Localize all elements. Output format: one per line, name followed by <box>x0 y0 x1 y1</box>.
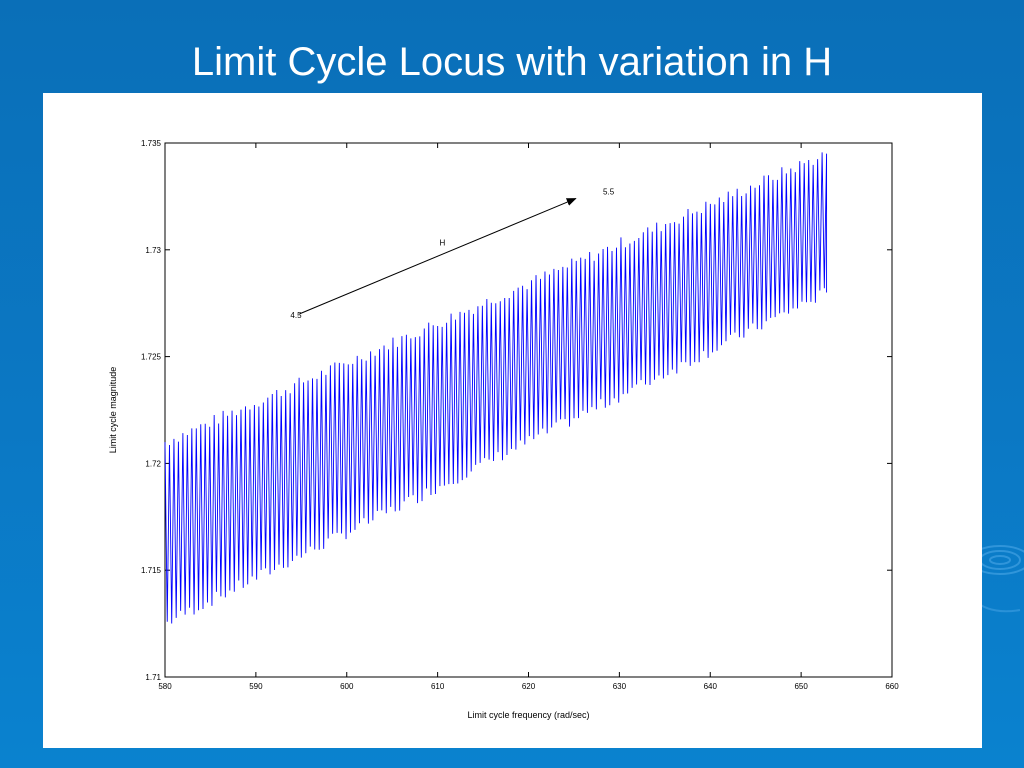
y-tick-label: 1.73 <box>145 246 161 255</box>
y-axis-label: Limit cycle magnitude <box>108 367 118 454</box>
limit-cycle-series <box>164 152 828 624</box>
y-tick-label: 1.735 <box>141 139 162 148</box>
h-variation-arrow <box>299 198 577 315</box>
x-tick-label: 580 <box>158 682 172 691</box>
x-tick-label: 640 <box>704 682 718 691</box>
chart-panel: 580 590 600 610 620 630 640 650 660 1.71 1.715 1.7… <box>43 93 982 748</box>
y-tick-label: 1.72 <box>145 459 161 468</box>
x-tick-label: 650 <box>794 682 808 691</box>
y-tick-label: 1.725 <box>141 353 162 362</box>
annotation-3: 5.5 <box>603 187 615 196</box>
x-tick-label: 610 <box>431 682 445 691</box>
x-tick-label: 600 <box>340 682 354 691</box>
limit-cycle-chart: 580 590 600 610 620 630 640 650 660 1.71 1.715 1.7… <box>108 139 899 720</box>
slide-title: Limit Cycle Locus with variation in H <box>191 40 833 84</box>
x-tick-label: 660 <box>885 682 899 691</box>
x-tick-label: 630 <box>613 682 627 691</box>
x-tick-label: 590 <box>249 682 263 691</box>
x-axis-label: Limit cycle frequency (rad/sec) <box>467 710 589 720</box>
annotation-1: 4.5 <box>290 311 302 320</box>
y-tick-label: 1.71 <box>145 673 161 682</box>
x-tick-label: 620 <box>522 682 536 691</box>
y-tick-label: 1.715 <box>141 566 162 575</box>
annotation-2: H <box>439 239 445 248</box>
